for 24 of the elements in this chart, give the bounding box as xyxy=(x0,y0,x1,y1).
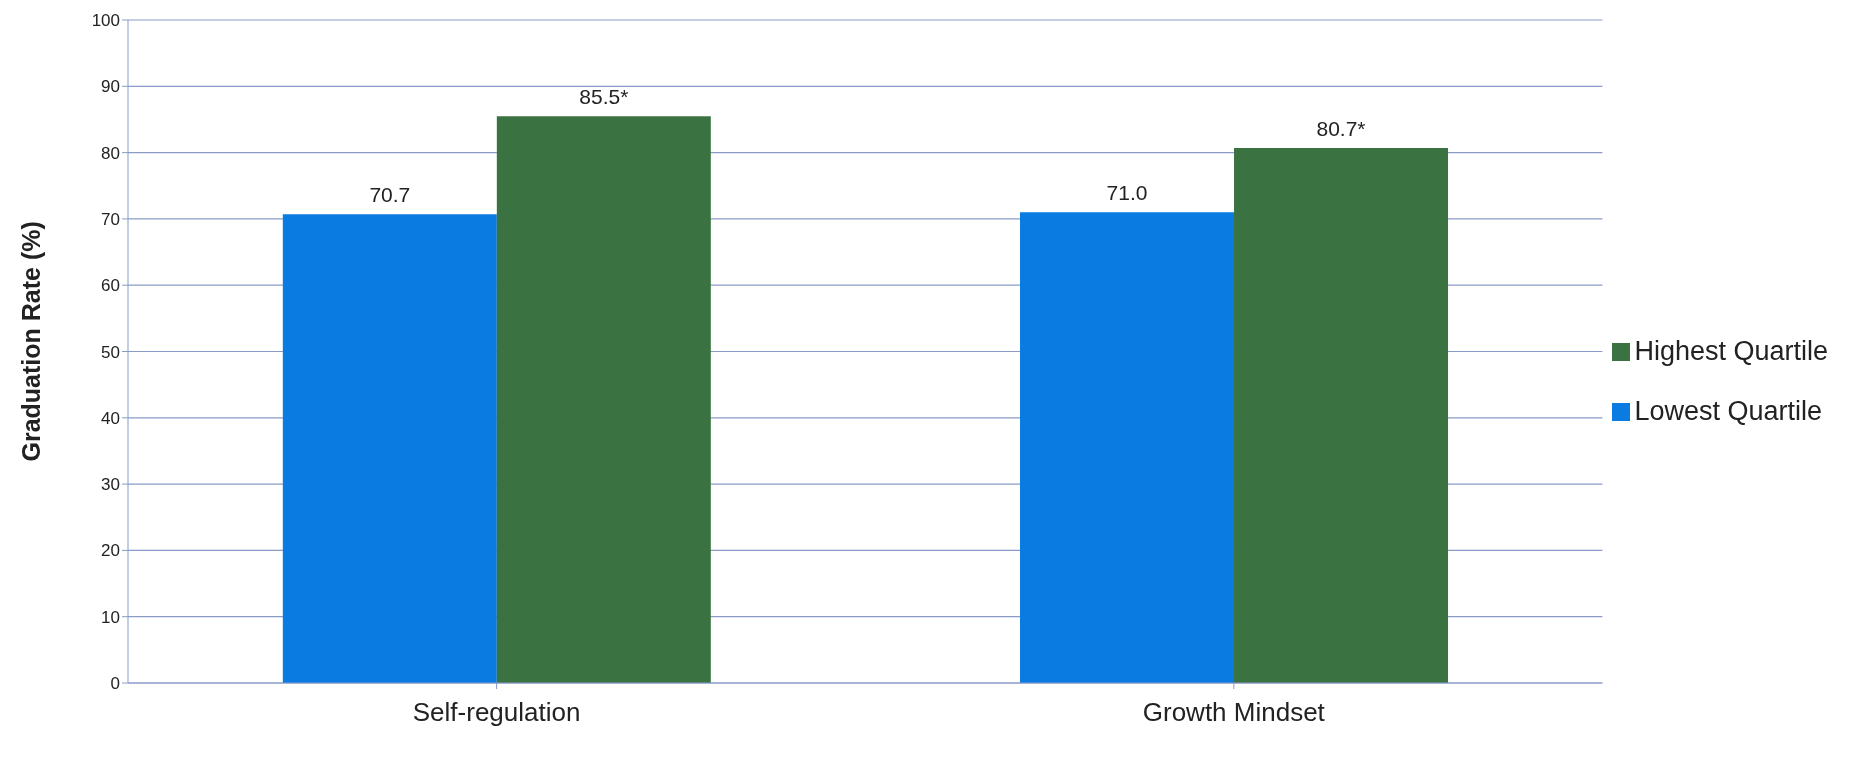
x-tick-label: Self-regulation xyxy=(412,697,581,728)
bar xyxy=(1020,212,1235,683)
data-label: 71.0 xyxy=(1106,181,1148,205)
y-tick-label: 0 xyxy=(110,674,120,694)
y-tick-label: 80 xyxy=(101,143,120,163)
y-tick-label: 70 xyxy=(101,209,120,229)
x-tick-label: Growth Mindset xyxy=(1142,697,1326,728)
y-tick-label: 30 xyxy=(101,475,120,495)
y-tick-label: 20 xyxy=(101,541,120,561)
y-axis-title: Graduation Rate (%) xyxy=(16,221,45,462)
y-tick-label: 90 xyxy=(101,77,120,97)
bar xyxy=(1234,147,1449,683)
y-tick-label: 100 xyxy=(91,11,120,31)
bar xyxy=(282,214,497,683)
legend-label: Highest Quartile xyxy=(1634,335,1828,366)
data-label: 85.5* xyxy=(579,85,629,109)
y-tick-label: 10 xyxy=(101,607,120,627)
y-tick-label: 50 xyxy=(101,342,120,362)
data-label: 80.7* xyxy=(1316,116,1366,140)
y-tick-label: 60 xyxy=(101,276,120,296)
bar xyxy=(496,116,711,683)
legend-label: Lowest Quartile xyxy=(1634,395,1822,426)
y-tick-label: 40 xyxy=(101,408,120,428)
data-label: 70.7 xyxy=(369,183,411,207)
